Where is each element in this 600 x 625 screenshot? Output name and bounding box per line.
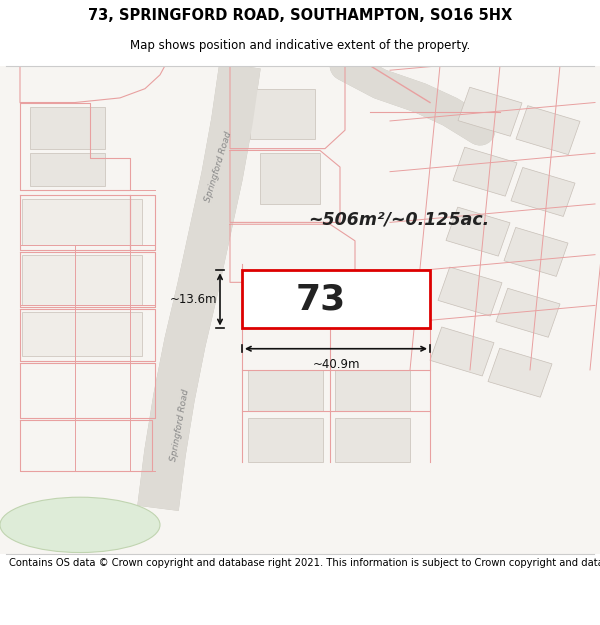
Polygon shape (438, 267, 502, 316)
Bar (30, 153, 105, 186)
Text: 73: 73 (296, 282, 346, 316)
Polygon shape (430, 327, 494, 376)
Ellipse shape (0, 498, 160, 552)
Polygon shape (488, 348, 552, 398)
Bar (30, 107, 105, 149)
Polygon shape (516, 106, 580, 154)
Bar (260, 153, 320, 204)
Text: ~40.9m: ~40.9m (312, 358, 360, 371)
Bar (22, 312, 142, 356)
Text: Map shows position and indicative extent of the property.: Map shows position and indicative extent… (130, 39, 470, 52)
Polygon shape (453, 147, 517, 196)
Bar (22, 254, 142, 306)
Text: 73, SPRINGFORD ROAD, SOUTHAMPTON, SO16 5HX: 73, SPRINGFORD ROAD, SOUTHAMPTON, SO16 5… (88, 8, 512, 23)
Bar (248, 370, 323, 411)
Bar (22, 199, 142, 246)
Bar (335, 370, 410, 411)
Text: Springford Road: Springford Road (203, 131, 233, 203)
Bar (242, 271, 430, 329)
Bar (335, 418, 410, 462)
Polygon shape (446, 207, 510, 256)
Polygon shape (496, 288, 560, 338)
Text: Springford Road: Springford Road (169, 388, 191, 462)
Text: Contains OS data © Crown copyright and database right 2021. This information is : Contains OS data © Crown copyright and d… (9, 558, 600, 568)
Polygon shape (504, 228, 568, 276)
Polygon shape (511, 168, 575, 216)
Text: ~506m²/~0.125ac.: ~506m²/~0.125ac. (308, 211, 489, 229)
Bar (248, 418, 323, 462)
Text: ~13.6m: ~13.6m (170, 293, 217, 306)
Polygon shape (458, 88, 522, 136)
Bar (250, 89, 315, 139)
